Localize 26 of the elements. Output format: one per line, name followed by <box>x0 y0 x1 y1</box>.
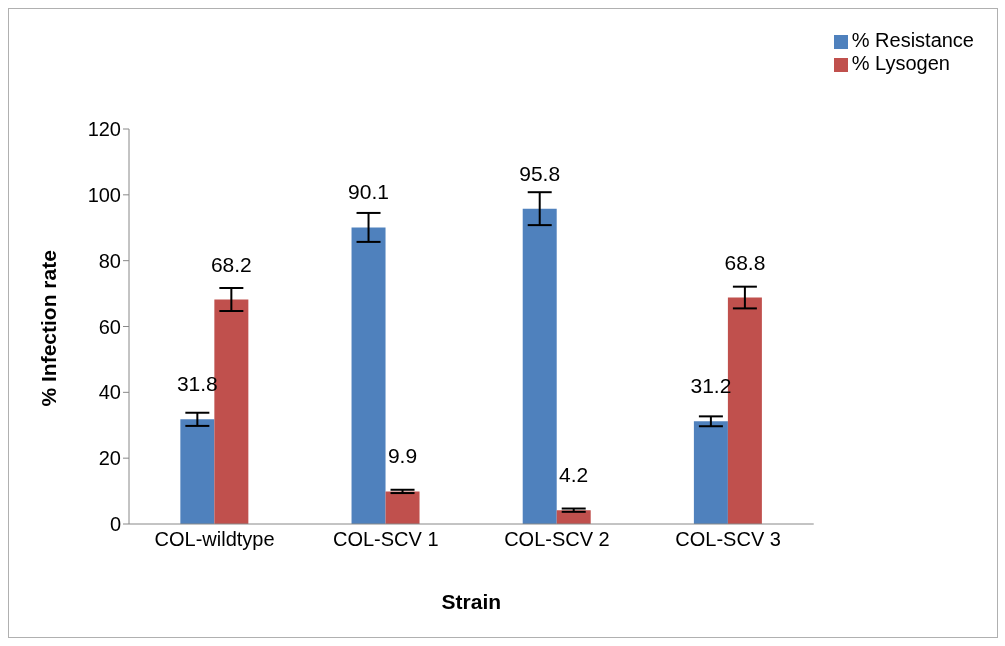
y-axis-title: % Infection rate <box>37 250 61 407</box>
data-label: 68.2 <box>210 252 252 276</box>
x-tick-label: COL-SCV 3 <box>675 528 781 551</box>
bar <box>351 227 386 524</box>
bar <box>522 208 557 524</box>
data-label: 68.8 <box>724 250 766 274</box>
legend-label: % Resistance <box>851 29 974 51</box>
y-tick-label: 80 <box>98 249 121 272</box>
y-tick-label: 100 <box>87 183 121 206</box>
x-tick-label: COL-SCV 1 <box>332 528 439 551</box>
data-label: 95.8 <box>519 161 561 185</box>
y-tick-label: 120 <box>87 118 121 141</box>
y-tick-label: 20 <box>98 447 121 470</box>
data-label: 4.2 <box>559 463 589 487</box>
bar <box>693 421 728 524</box>
y-tick-label: 40 <box>98 381 121 404</box>
x-tick-label: COL-wildtype <box>154 528 275 551</box>
bar <box>385 491 420 524</box>
legend-label: % Lysogen <box>851 52 950 74</box>
y-tick-label: 60 <box>98 315 121 338</box>
y-tick-label: 0 <box>109 513 121 536</box>
x-tick-label: COL-SCV 2 <box>504 528 610 551</box>
x-axis-title: Strain <box>441 590 502 613</box>
data-label: 90.1 <box>348 180 389 204</box>
bar <box>180 419 215 524</box>
data-label: 9.9 <box>387 444 418 468</box>
